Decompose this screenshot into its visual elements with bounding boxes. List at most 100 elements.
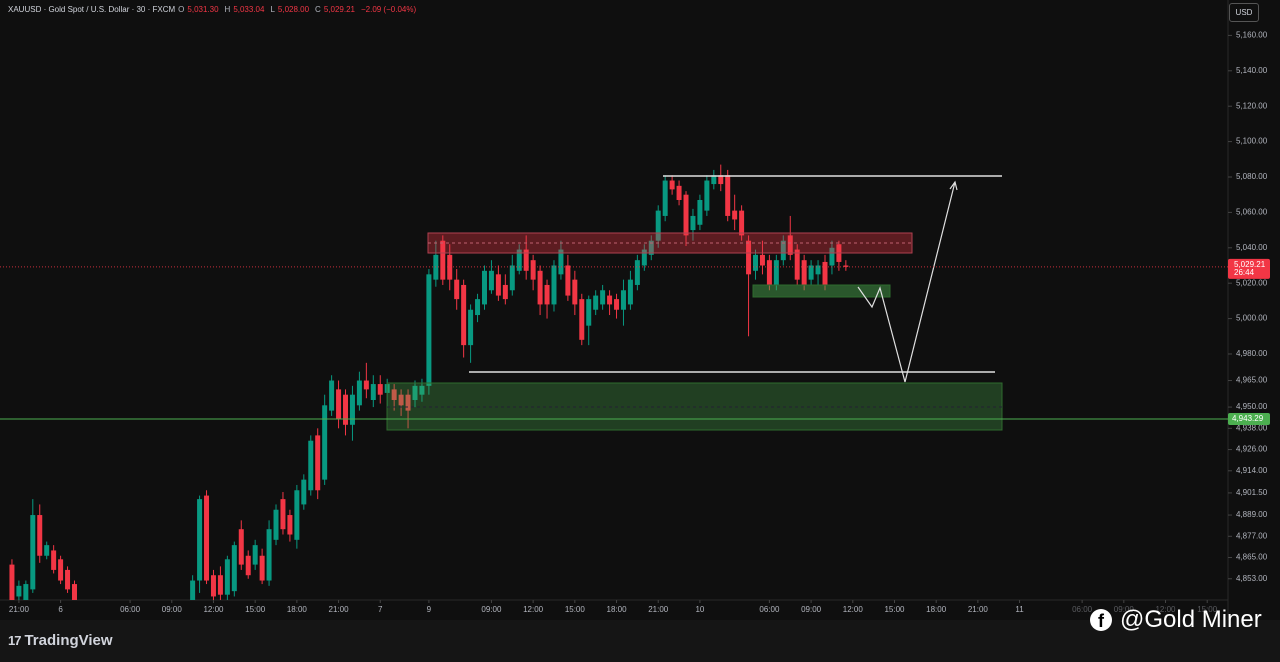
candle-body [586, 299, 592, 326]
ohlc-value: 5,031.30 [187, 5, 219, 14]
candle-body [280, 499, 286, 530]
candle-body [475, 299, 481, 316]
candle-body [30, 515, 36, 590]
candle-body [419, 385, 425, 395]
y-tick-label: 4,980.00 [1236, 349, 1268, 358]
currency-button[interactable]: USD [1229, 3, 1259, 22]
candle-body [58, 559, 64, 581]
candle-body [641, 249, 647, 266]
x-tick-label: 12:00 [203, 605, 224, 614]
candle-body [780, 240, 786, 261]
candle-body [787, 235, 793, 255]
x-tick-label: 15:00 [565, 605, 586, 614]
candle-body [391, 389, 397, 400]
candle-body [808, 265, 814, 280]
candle-body [523, 249, 529, 271]
candle-body [71, 584, 77, 600]
y-tick-label: 5,020.00 [1236, 278, 1268, 287]
candle-body [308, 440, 314, 491]
candle-body [593, 295, 599, 310]
candle-body [655, 210, 661, 241]
candle-body [322, 405, 328, 480]
candle-body [16, 585, 22, 597]
x-tick-label: 09:00 [1114, 605, 1135, 614]
candle-body [530, 260, 536, 280]
x-tick-label: 12:00 [523, 605, 544, 614]
candle-body [711, 175, 717, 185]
y-tick-label: 4,853.00 [1236, 574, 1268, 583]
y-tick-label: 4,965.00 [1236, 376, 1268, 385]
candle-body [336, 389, 342, 420]
candle-body [634, 260, 640, 285]
candle-body [669, 180, 675, 190]
brand: TradingView [24, 632, 113, 649]
ohlc-value: 5,029.21 [323, 5, 355, 14]
y-tick-label: 5,080.00 [1236, 172, 1268, 181]
candle-body [224, 559, 230, 595]
candle-body [481, 270, 487, 305]
candle-body [259, 555, 265, 581]
candle-body [544, 284, 550, 305]
x-tick-label: 18:00 [926, 605, 947, 614]
candles [9, 164, 849, 600]
candle-body [732, 210, 738, 220]
candle-body [287, 515, 293, 535]
y-tick-label: 4,901.50 [1236, 488, 1268, 497]
x-tick-label: 15:00 [245, 605, 266, 614]
x-tick-label: 18:00 [607, 605, 628, 614]
candle-body [488, 270, 494, 291]
level-tag [1228, 412, 1270, 425]
x-tick-label: 09:00 [801, 605, 822, 614]
candle-body [405, 394, 411, 411]
candle-body [210, 575, 216, 597]
candle-body [676, 185, 682, 200]
y-tick-label: 5,100.00 [1236, 137, 1268, 146]
x-tick-label: 9 [427, 605, 432, 614]
ohlc-key: H [224, 5, 231, 14]
candle-body [766, 260, 772, 285]
candle-body [607, 295, 613, 305]
x-tick-label: 21:00 [968, 605, 989, 614]
x-tick-label: 21:00 [329, 605, 350, 614]
candle-body [37, 515, 43, 556]
small-zone [752, 284, 891, 298]
candle-body [273, 509, 279, 540]
candle-body [23, 584, 29, 600]
candle-body [44, 545, 50, 556]
candle-body [759, 254, 765, 266]
candle-body [363, 380, 369, 390]
candle-body [697, 200, 703, 225]
y-tick-label: 5,120.00 [1236, 101, 1268, 110]
candle-body [558, 249, 564, 275]
candle-body [690, 215, 696, 231]
watermark-text: @Gold Miner [1120, 606, 1262, 633]
arrow-head [949, 180, 958, 191]
last-price-label: 5,029.21 [1234, 260, 1266, 269]
candle-body [315, 435, 321, 491]
x-tick-label: 09:00 [481, 605, 502, 614]
x-tick-label: 12:00 [843, 605, 864, 614]
y-tick-label: 5,000.00 [1236, 314, 1268, 323]
candle-body [447, 254, 453, 280]
x-tick-label: 18:00 [287, 605, 308, 614]
candle-body [190, 580, 196, 600]
candle-body [412, 385, 418, 400]
ohlc-key: C [315, 5, 321, 14]
candle-body [822, 261, 828, 285]
candle-body [815, 265, 821, 275]
candle-body [343, 394, 349, 425]
candle-body [440, 240, 446, 280]
footer [0, 620, 1280, 662]
candle-body [718, 175, 724, 185]
y-tick-label: 5,160.00 [1236, 31, 1268, 40]
y-tick-label: 4,950.00 [1236, 402, 1268, 411]
candle-body [551, 265, 557, 305]
y-tick-label: 5,140.00 [1236, 66, 1268, 75]
x-tick-label: 06:00 [120, 605, 141, 614]
candle-body [9, 564, 15, 600]
candle-body [509, 265, 515, 291]
candle-body [495, 274, 501, 296]
